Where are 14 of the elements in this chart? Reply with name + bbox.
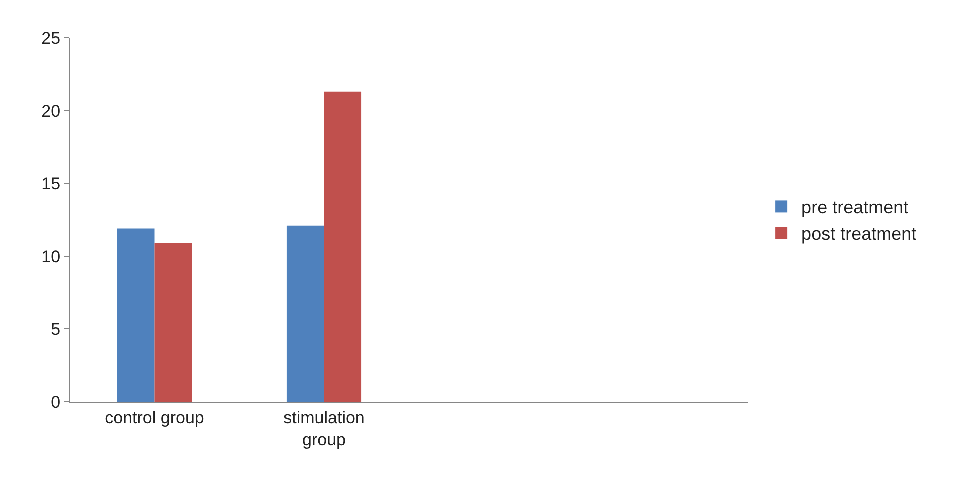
- y-tick-label: 5: [51, 320, 61, 340]
- y-tick-label: 25: [42, 28, 61, 48]
- y-tick-label: 20: [42, 102, 61, 121]
- y-tick-label: 0: [51, 392, 61, 412]
- bar: [117, 228, 155, 402]
- y-tick-label: 10: [42, 247, 61, 266]
- y-tick-label: 15: [42, 174, 61, 194]
- bar: [154, 243, 192, 402]
- x-tick-label: stimulation group: [284, 408, 365, 450]
- legend-label: pre treatment: [802, 198, 909, 218]
- bar: [286, 226, 324, 402]
- bar: [324, 92, 362, 402]
- legend-label: post treatment: [802, 224, 917, 244]
- x-tick-label: control group: [105, 408, 204, 428]
